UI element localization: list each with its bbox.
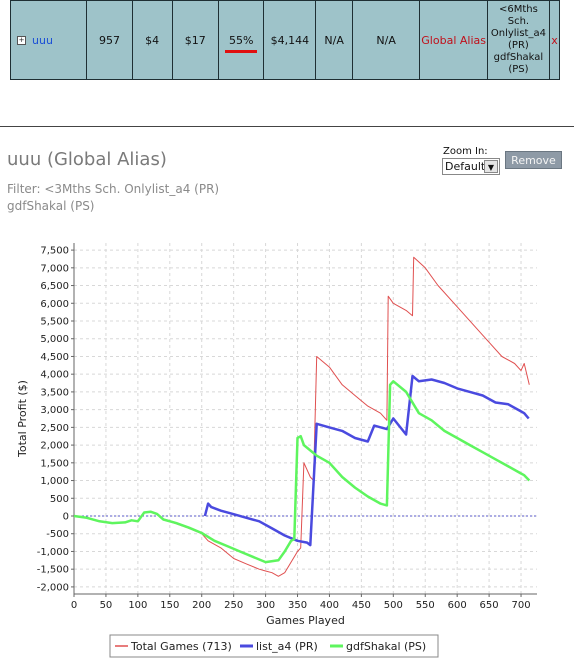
table-row: + uuu 957 $4 $17 55% $4,144 N/A N/A Globa…: [9, 0, 561, 80]
filter-text: Filter: <3Mths Sch. Onlylist_a4 (PR) gdf…: [7, 181, 219, 215]
y-tick-label: 1,500: [40, 458, 69, 469]
y-tick-label: 500: [50, 494, 69, 505]
col7-cell: N/A: [315, 0, 353, 80]
y-tick-label: -1,500: [37, 565, 69, 576]
plot-area: [74, 243, 537, 594]
remove-cell: x: [548, 0, 561, 80]
filter-line-2: gdfShakal (PS): [7, 199, 95, 213]
percent-cell: 55%: [218, 0, 265, 80]
player-cell: + uuu: [9, 0, 88, 80]
x-tick-label: 200: [192, 600, 211, 611]
y-tick-label: 2,500: [40, 423, 69, 434]
x-tick-label: 250: [224, 600, 243, 611]
y-tick-label: -500: [46, 529, 69, 540]
filter-cell: <6Mths Sch. Onlylist_a4 (PR) gdfShakal (…: [486, 0, 550, 80]
percent-value: 55%: [228, 33, 254, 47]
expand-icon[interactable]: +: [17, 36, 26, 45]
y-tick-label: 2,000: [40, 441, 69, 452]
percent-bar: [225, 50, 258, 53]
zoom-label: Zoom In:: [443, 146, 488, 157]
alias-cell: Global Alias: [419, 0, 488, 80]
alias-link[interactable]: Global Alias: [421, 33, 486, 47]
y-tick-label: 5,500: [40, 317, 69, 328]
x-tick-label: 0: [71, 600, 77, 611]
x-tick-label: 400: [320, 600, 339, 611]
legend-label: Total Games (713): [130, 640, 232, 653]
col6-cell: $4,144: [263, 0, 317, 80]
remove-row-button[interactable]: x: [551, 33, 558, 47]
x-tick-label: 650: [480, 600, 499, 611]
y-tick-label: -2,000: [37, 582, 69, 593]
y-tick-label: 3,000: [40, 405, 69, 416]
chevron-down-icon[interactable]: ▼: [484, 160, 498, 173]
y-tick-label: 4,000: [40, 370, 69, 381]
zoom-select[interactable]: Default ▼: [442, 158, 500, 175]
x-tick-label: 100: [128, 600, 147, 611]
y-tick-label: 7,000: [40, 263, 69, 274]
y-tick-label: 1,000: [40, 476, 69, 487]
series-line-1: [203, 374, 530, 547]
zoom-value: Default: [445, 160, 486, 173]
x-axis-label: Games Played: [266, 614, 345, 627]
y-tick-label: -1,000: [37, 547, 69, 558]
legend-label: gdfShakal (PS): [346, 640, 426, 653]
legend-box: [109, 634, 439, 658]
col8-cell: N/A: [351, 0, 421, 80]
x-tick-label: 450: [352, 600, 371, 611]
games-cell: 957: [86, 0, 133, 80]
y-tick-label: 5,000: [40, 334, 69, 345]
y-tick-label: 6,500: [40, 281, 69, 292]
y-tick-label: 7,500: [40, 246, 69, 257]
x-tick-label: 550: [416, 600, 435, 611]
results-table: + uuu 957 $4 $17 55% $4,144 N/A N/A Globa…: [9, 0, 561, 80]
x-tick-label: 500: [384, 600, 403, 611]
remove-button[interactable]: Remove: [505, 151, 562, 169]
y-tick-label: 3,500: [40, 387, 69, 398]
y-tick-label: 6,000: [40, 299, 69, 310]
y-axis-label: Total Profit ($): [16, 380, 29, 458]
x-tick-label: 350: [288, 600, 307, 611]
col4-cell: $17: [171, 0, 220, 80]
x-tick-label: 300: [256, 600, 275, 611]
divider: [0, 126, 574, 127]
x-tick-label: 150: [160, 600, 179, 611]
x-tick-label: 600: [448, 600, 467, 611]
player-link[interactable]: uuu: [32, 33, 53, 47]
page-title: uuu (Global Alias): [7, 149, 167, 170]
legend-label: list_a4 (PR): [256, 640, 318, 653]
y-tick-label: 4,500: [40, 352, 69, 363]
filter-line-1: Filter: <3Mths Sch. Onlylist_a4 (PR): [7, 182, 220, 196]
y-tick-label: 0: [63, 512, 69, 523]
x-tick-label: 50: [100, 600, 113, 611]
x-tick-label: 700: [511, 600, 530, 611]
series-line-2: [73, 380, 531, 564]
